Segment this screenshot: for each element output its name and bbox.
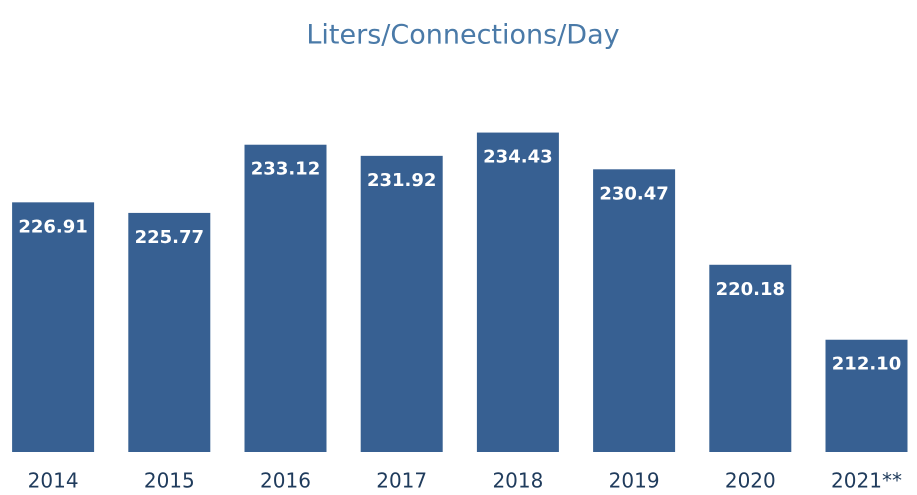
bar — [360, 155, 443, 452]
data-label: 220.18 — [716, 279, 785, 300]
x-tick-label: 2017 — [376, 469, 427, 493]
data-label: 233.12 — [251, 159, 320, 180]
x-tick-label: 2016 — [260, 469, 311, 493]
bar — [244, 144, 327, 452]
x-tick-label: 2014 — [28, 469, 79, 493]
x-tick-label: 2018 — [492, 469, 543, 493]
x-tick-label: 2020 — [725, 469, 776, 493]
bar — [709, 264, 792, 452]
bar — [593, 169, 676, 453]
bar — [12, 202, 95, 452]
bar — [825, 339, 908, 452]
data-label: 212.10 — [832, 354, 901, 375]
data-label: 225.77 — [135, 227, 204, 248]
x-tick-label: 2015 — [144, 469, 195, 493]
bar — [128, 212, 211, 452]
data-label: 231.92 — [367, 170, 436, 191]
data-label: 226.91 — [18, 216, 87, 237]
data-label: 234.43 — [483, 147, 552, 168]
bar — [476, 132, 559, 453]
data-label: 230.47 — [599, 183, 668, 204]
x-tick-label: 2019 — [609, 469, 660, 493]
chart-title: Liters/Connections/Day — [306, 20, 619, 51]
x-tick-label: 2021** — [831, 469, 902, 493]
